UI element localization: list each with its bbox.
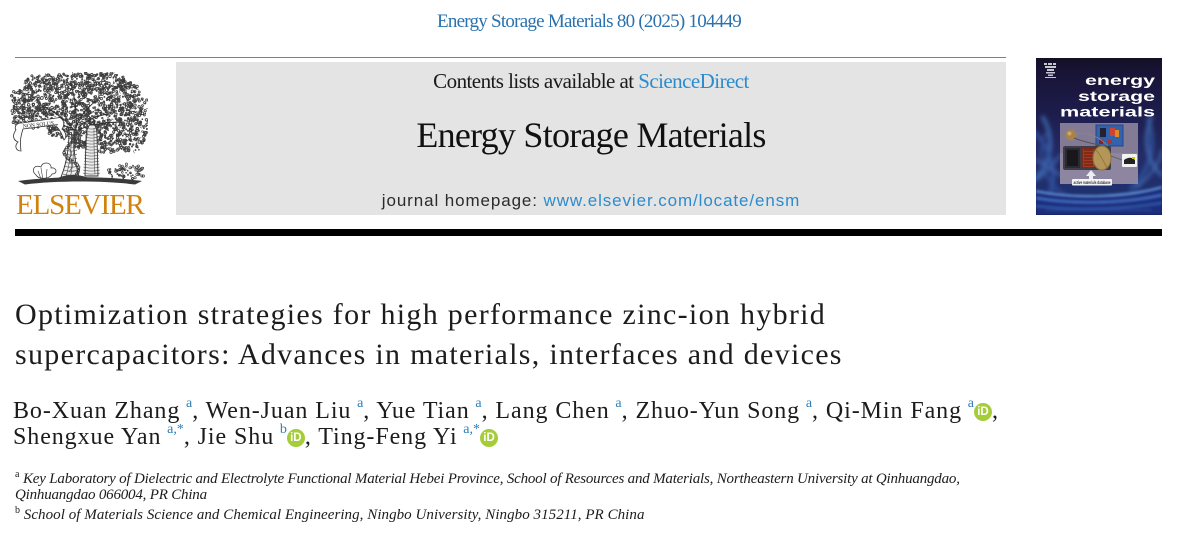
svg-text:materials: materials: [1060, 104, 1155, 120]
svg-text:NON SOLUS: NON SOLUS: [23, 121, 55, 130]
svg-text:active materials database: active materials database: [1074, 180, 1111, 185]
svg-text:energy: energy: [1085, 72, 1155, 88]
svg-text:storage: storage: [1078, 88, 1155, 104]
